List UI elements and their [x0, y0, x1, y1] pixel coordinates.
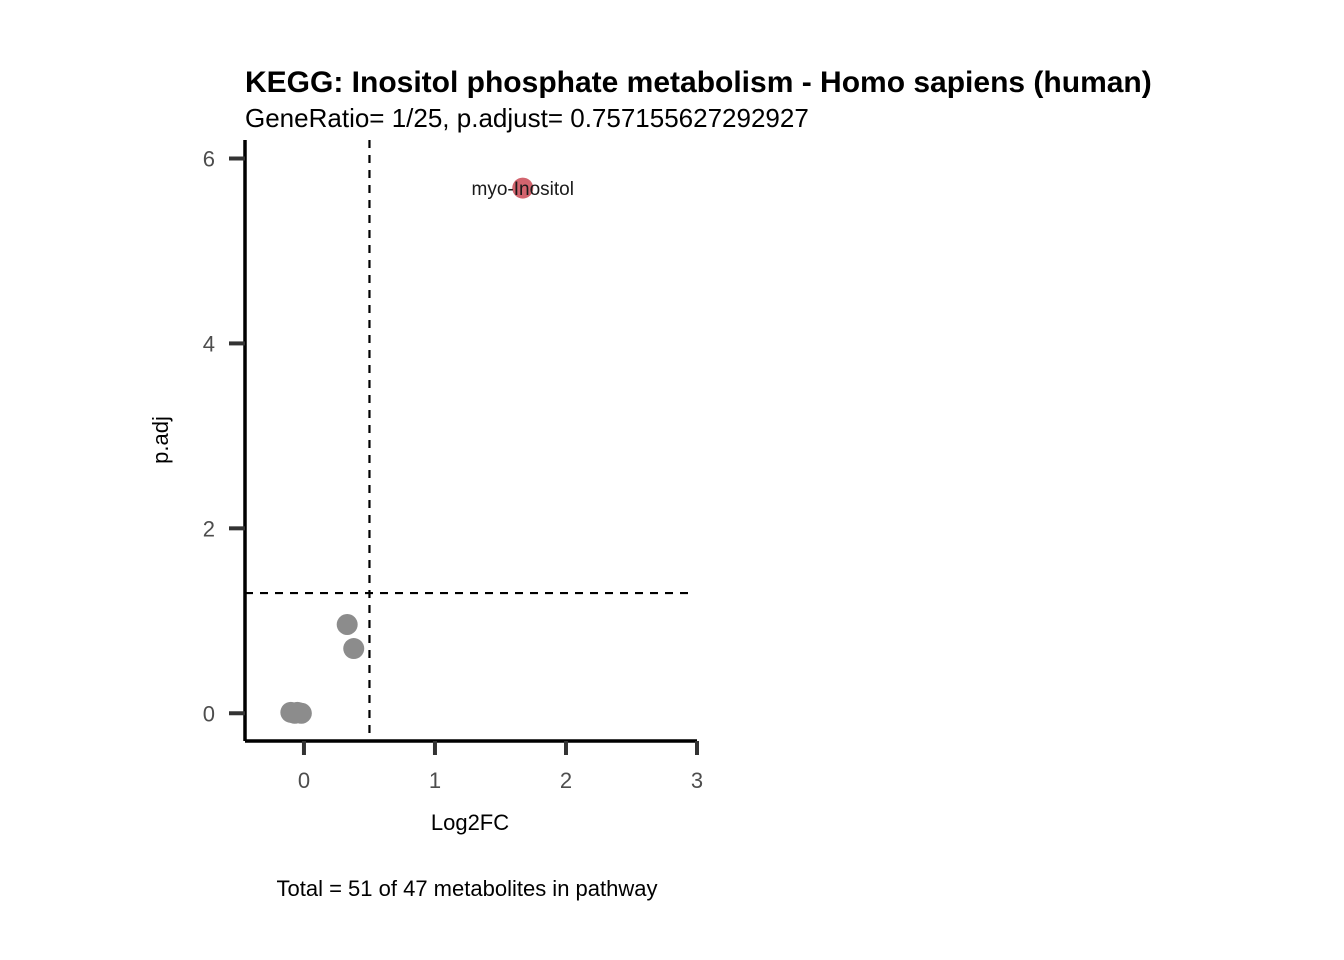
plot-area: myo-Inositol 0 1 2 3 0 2 4 6 — [203, 140, 703, 793]
data-point — [343, 638, 365, 660]
y-tick-label: 4 — [203, 331, 215, 356]
reference-lines — [245, 140, 691, 741]
data-point — [284, 702, 306, 724]
data-point — [336, 613, 358, 635]
point-labels: myo-Inositol — [472, 179, 574, 200]
x-tick-label: 3 — [691, 768, 703, 793]
x-tick-label: 2 — [560, 768, 572, 793]
chart-subtitle: GeneRatio= 1/25, p.adjust= 0.75715562729… — [245, 103, 809, 133]
chart-title: KEGG: Inositol phosphate metabolism - Ho… — [245, 66, 1152, 99]
chart-caption: Total = 51 of 47 metabolites in pathway — [277, 876, 658, 901]
y-axis-title: p.adj — [148, 416, 173, 464]
x-tick-label: 1 — [429, 768, 441, 793]
point-label: myo-Inositol — [472, 179, 574, 200]
y-tick-label: 2 — [203, 516, 215, 541]
x-tick-label: 0 — [298, 768, 310, 793]
y-tick-label: 6 — [203, 146, 215, 171]
y-axis-ticks: 0 2 4 6 — [203, 146, 245, 726]
x-axis-title: Log2FC — [431, 810, 509, 835]
x-axis-ticks: 0 1 2 3 — [298, 741, 703, 793]
data-points — [280, 177, 534, 724]
y-tick-label: 0 — [203, 701, 215, 726]
significant-point — [512, 177, 534, 199]
